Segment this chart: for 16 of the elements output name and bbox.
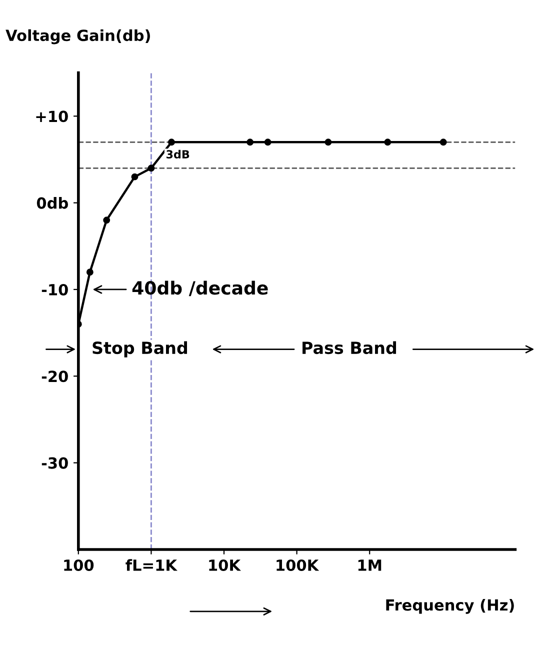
y-tick-label: -20 <box>42 370 68 382</box>
y-axis-title: Voltage Gain(db) <box>6 29 150 44</box>
y-tick-label: -30 <box>42 457 68 469</box>
annotation: Pass Band <box>302 341 396 354</box>
x-tick-label: fL=1K <box>126 559 178 571</box>
x-axis-title: Frequency (Hz) <box>386 598 514 614</box>
annotation: 3dB <box>166 150 190 159</box>
x-tick-label: 100 <box>64 559 94 572</box>
y-tick-label: +10 <box>36 110 68 122</box>
y-tick-label: 0db <box>36 197 68 209</box>
x-tick-label: 100K <box>276 559 320 572</box>
x-tick-label: 1M <box>358 560 382 571</box>
annotation: 40db /decade <box>132 280 268 296</box>
annotation: Stop Band <box>92 341 188 358</box>
x-tick-label: 10K <box>209 559 242 572</box>
y-tick-label: -10 <box>42 284 68 296</box>
